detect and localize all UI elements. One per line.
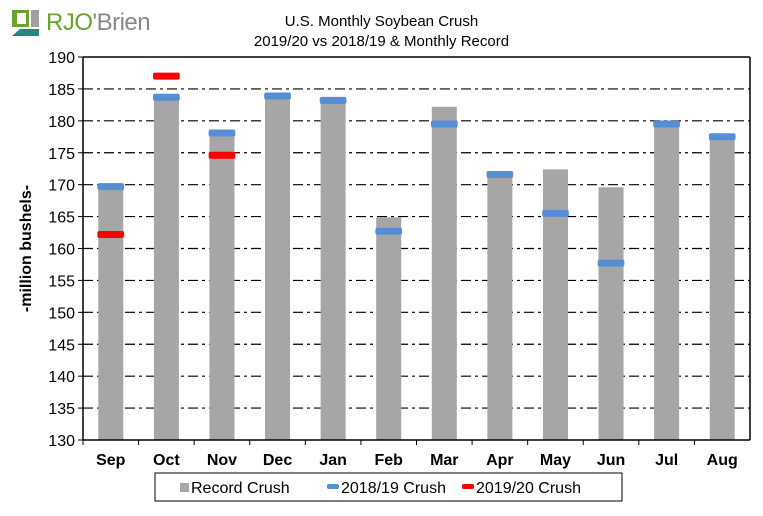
marker-2018-19-crush [208,129,236,137]
legend-label: 2018/19 Crush [341,480,446,497]
y-axis-label: -million bushels- [18,185,35,312]
marker-2019-20-crush [208,151,236,159]
x-tick-label: Oct [153,452,180,469]
y-tick-label: 170 [48,178,75,195]
legend-swatch-2019-20 [462,484,474,489]
x-tick-label: Mar [430,452,458,469]
y-tick-label: 135 [48,401,75,418]
y-tick-label: 145 [48,337,75,354]
y-tick-label: 150 [48,305,75,322]
x-tick-label: Sep [96,452,126,469]
rjobrien-logo: RJO'Brien [12,9,151,37]
marker-2018-19-crush [319,96,347,104]
marker-2019-20-crush [153,72,180,80]
y-tick-label: 165 [48,210,75,227]
marker-2019-20-crush [97,230,125,238]
legend-label: Record Crush [191,480,290,497]
legend-swatch-2018-19 [327,484,339,489]
y-tick-label: 140 [48,369,75,386]
bar-record-crush [98,188,124,440]
marker-2018-19-crush [264,92,291,100]
y-tick-label: 185 [48,82,75,99]
chart-subtitle: 2019/20 vs 2018/19 & Monthly Record [253,33,510,50]
legend-box [154,472,623,502]
x-tick-label: Jan [319,452,347,469]
x-tick-label: Jul [655,452,678,469]
bar-record-crush [265,96,291,441]
marker-2018-19-crush [153,93,180,101]
logo-text: RJO'Brien [46,9,151,36]
y-tick-label: 160 [48,242,75,259]
chart-title: U.S. Monthly Soybean Crush [284,13,479,30]
bar-record-crush [431,106,457,440]
marker-2018-19-crush [375,227,403,235]
y-tick-label: 180 [48,114,75,131]
y-tick-label: 130 [48,433,75,450]
y-tick-label: 175 [48,146,75,163]
marker-2018-19-crush [653,120,680,128]
logo-mark-icon [12,10,39,36]
y-tick-label: 190 [48,50,75,67]
marker-2018-19-crush [97,183,125,191]
marker-2018-19-crush [542,209,569,217]
bar-record-crush [487,177,513,441]
x-tick-label: Apr [486,452,514,469]
bar-record-crush [654,125,680,440]
marker-2018-19-crush [486,170,514,178]
x-tick-label: Dec [263,452,292,469]
bar-record-crush [376,217,402,440]
x-tick-label: May [540,452,571,469]
y-tick-label: 155 [48,273,75,290]
bar-record-crush [320,102,346,441]
bar-record-crush [598,187,624,440]
x-tick-label: Aug [707,452,738,469]
x-tick-label: Jun [597,452,625,469]
marker-2018-19-crush [597,259,625,267]
legend-label: 2019/20 Crush [476,480,581,497]
marker-2018-19-crush [708,133,736,141]
legend-swatch-record [180,483,189,492]
bar-record-crush [209,134,235,441]
bar-record-crush [709,138,735,440]
x-tick-label: Feb [374,452,403,469]
legend: Record Crush 2018/19 Crush 2019/20 Crush [154,472,623,502]
x-tick-label: Nov [207,452,237,469]
bar-record-crush [153,99,179,440]
marker-2018-19-crush [430,120,458,128]
